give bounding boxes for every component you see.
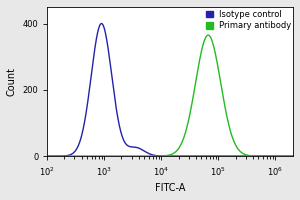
Y-axis label: Count: Count bbox=[7, 67, 17, 96]
X-axis label: FITC-A: FITC-A bbox=[155, 183, 185, 193]
Legend: Isotype control, Primary antibody: Isotype control, Primary antibody bbox=[204, 8, 293, 32]
